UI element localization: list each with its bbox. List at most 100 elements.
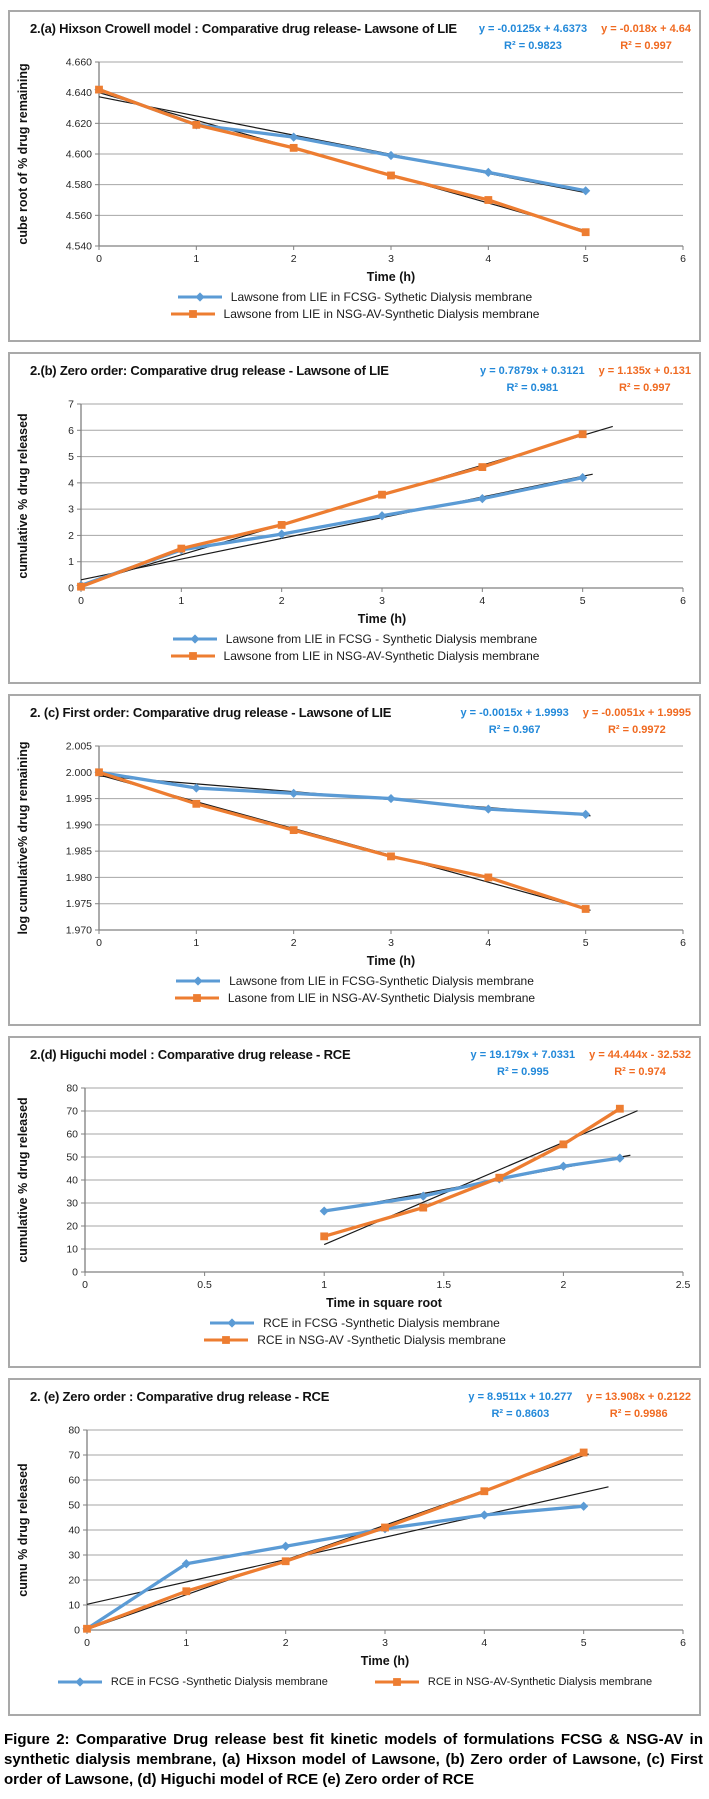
x-tick-label: 0 <box>96 253 102 265</box>
data-point-marker <box>386 852 395 861</box>
y-tick-label: 60 <box>68 1475 80 1487</box>
chart-a-equations: y = -0.0125x + 4.6373 R² = 0.9823 y = -0… <box>479 21 693 54</box>
chart-a-title: 2.(a) Hixson Crowell model : Comparative… <box>30 21 457 36</box>
series-line-square <box>84 1450 585 1631</box>
y-tick-label: 2.000 <box>65 767 91 779</box>
equation-text: y = 44.444x - 32.532 <box>589 1049 691 1061</box>
chart-b-title: 2.(b) Zero order: Comparative drug relea… <box>30 363 389 378</box>
legend-swatch-square-icon <box>374 1676 420 1688</box>
y-tick-label: 1.995 <box>65 793 91 805</box>
chart-panel-e: 2. (e) Zero order : Comparative drug rel… <box>8 1378 701 1716</box>
data-point-marker <box>376 511 387 521</box>
legend-marker <box>222 1336 231 1344</box>
equation-text: y = 13.908x + 0.2122 <box>586 1391 691 1403</box>
data-point-marker <box>580 186 590 196</box>
data-point-marker <box>558 1161 568 1171</box>
chart-d-plot: 80 70 60 50 40 30 20 10 00 0.5 1 1.5 2 2.5 Time in squ… <box>16 1083 690 1311</box>
legend-marker <box>188 652 197 660</box>
data-point-marker <box>319 1232 328 1241</box>
data-point-marker <box>477 494 487 504</box>
y-tick-label: 0 <box>68 583 74 595</box>
y-tick-label: 60 <box>66 1129 78 1141</box>
chart-e-legend: RCE in FCSG -Synthetic Dialysis membrane… <box>10 1676 699 1688</box>
r-squared-text: R² = 0.967 <box>488 723 541 736</box>
equation-series-nsgav: y = -0.0051x + 1.9995 R² = 0.9972 <box>583 705 691 738</box>
x-axis-label: Time (h) <box>360 1654 408 1668</box>
x-tick-label: 1.5 <box>436 1279 451 1291</box>
y-axis-label: cumulative % drug released <box>16 1097 30 1262</box>
r-squared-text: R² = 0.974 <box>614 1065 666 1078</box>
equation-text: y = 19.179x + 7.0331 <box>470 1049 576 1061</box>
y-tick-label: 2.005 <box>65 741 91 753</box>
data-point-marker <box>181 1587 190 1596</box>
legend-swatch-square-icon <box>203 1334 249 1346</box>
series-line-square <box>322 1107 622 1239</box>
y-tick-label: 7 <box>68 399 74 411</box>
equation-series-nsgav: y = 1.135x + 0.131 R² = 0.997 <box>599 363 691 396</box>
y-tick-label: 4.620 <box>65 118 91 130</box>
r-squared-text: R² = 0.9823 <box>504 39 562 52</box>
data-point-marker <box>386 171 395 180</box>
chart-panel-d: 2.(d) Higuchi model : Comparative drug r… <box>8 1036 701 1368</box>
r-squared-text: R² = 0.995 <box>497 1065 549 1078</box>
legend-swatch-diamond-icon <box>210 1318 255 1328</box>
legend-item: Lawsone from LIE in FCSG - Synthetic Dia… <box>172 632 537 646</box>
x-tick-label: 4 <box>479 595 485 607</box>
legend-label: RCE in NSG-AV -Synthetic Dialysis membra… <box>257 1333 506 1347</box>
x-tick-label: 6 <box>680 1637 686 1649</box>
legend-marker <box>193 976 203 986</box>
x-tick-label: 2 <box>278 595 284 607</box>
equation-text: y = -0.0125x + 4.6373 <box>478 23 588 35</box>
equation-text: y = -0.0015x + 1.9993 <box>460 707 569 719</box>
x-tick-label: 1 <box>178 595 184 607</box>
r-squared-text: R² = 0.9972 <box>607 723 666 736</box>
legend-item: Lawsone from LIE in NSG-AV-Synthetic Dia… <box>170 649 539 663</box>
y-tick-label: 50 <box>66 1152 78 1164</box>
chart-b-legend: Lawsone from LIE in FCSG - Synthetic Dia… <box>10 632 699 663</box>
legend-swatch-diamond-icon <box>172 634 217 644</box>
y-tick-label: 2 <box>68 530 74 542</box>
data-point-marker <box>319 1206 329 1216</box>
data-point-marker <box>176 544 185 553</box>
y-tick-label: 50 <box>68 1500 80 1512</box>
x-tick-label: 1 <box>321 1279 327 1291</box>
chart-b-plot: 7 6 5 4 3 2 1 00 1 2 3 4 5 6 Time (h) cumulative % drug… <box>16 399 686 627</box>
figure-caption: Figure 2: Comparative Drug release best … <box>4 1731 703 1789</box>
data-point-marker <box>385 150 396 161</box>
chart-d-equations: y = 19.179x + 7.0331 R² = 0.995 y = 44.4… <box>471 1047 693 1080</box>
legend-item: Lawsone from LIE in NSG-AV-Synthetic Dia… <box>170 307 540 321</box>
chart-a-legend: Lawsone from LIE in FCSG- Sythetic Dialy… <box>10 290 699 321</box>
x-tick-label: 4 <box>485 937 491 949</box>
x-tick-label: 5 <box>582 937 588 949</box>
legend-item: Lawsone from LIE in FCSG- Sythetic Dialy… <box>177 290 532 304</box>
x-tick-label: 2 <box>282 1637 288 1649</box>
legend-label: Lawsone from LIE in FCSG- Sythetic Dialy… <box>230 290 533 304</box>
legend-swatch-square-icon <box>170 310 215 318</box>
y-tick-label: 4 <box>68 477 74 489</box>
data-point-marker <box>580 809 590 819</box>
chart-d-header: 2.(d) Higuchi model : Comparative drug r… <box>10 1038 699 1080</box>
legend-item: RCE in NSG-AV-Synthetic Dialysis membran… <box>374 1676 652 1688</box>
y-tick-label: 30 <box>66 1198 78 1210</box>
series-line-square <box>96 770 587 911</box>
y-tick-label: 20 <box>66 1221 78 1233</box>
chart-e-equations: y = 8.9511x + 10.277 R² = 0.8603 y = 13.… <box>468 1389 693 1422</box>
legend-marker <box>75 1677 85 1687</box>
equation-series-fcsg: y = 19.179x + 7.0331 R² = 0.995 <box>471 1047 576 1080</box>
legend-label: Lawsone from LIE in NSG-AV-Synthetic Dia… <box>223 307 540 321</box>
data-point-marker <box>483 873 492 882</box>
data-point-marker <box>479 1487 488 1496</box>
series-line-square <box>78 432 584 589</box>
data-point-marker <box>289 143 298 152</box>
chart-panel-c: 2. (c) First order: Comparative drug rel… <box>8 694 701 1026</box>
chart-panel-b: 2.(b) Zero order: Comparative drug relea… <box>8 352 701 684</box>
x-tick-label: 2 <box>560 1279 566 1291</box>
equation-text: y = 0.7879x + 0.3121 <box>480 365 585 377</box>
legend-label: RCE in NSG-AV-Synthetic Dialysis membran… <box>427 1676 653 1688</box>
chart-e-header: 2. (e) Zero order : Comparative drug rel… <box>10 1380 699 1422</box>
x-axis-label: Time (h) <box>366 270 414 284</box>
legend-item: RCE in FCSG -Synthetic Dialysis membrane <box>209 1316 500 1330</box>
x-tick-label: 5 <box>580 1637 586 1649</box>
trendline <box>323 1110 638 1246</box>
